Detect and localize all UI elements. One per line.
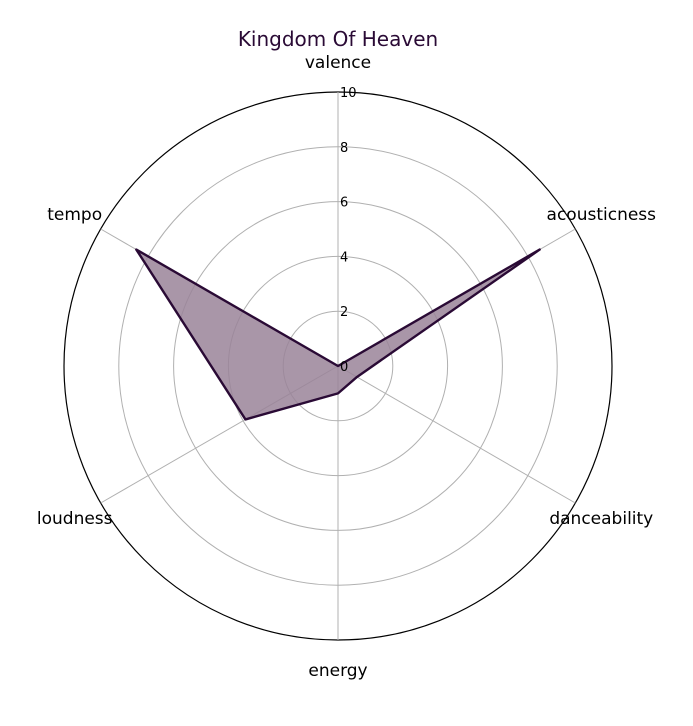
data-layer (135, 248, 541, 421)
axis-label-tempo: tempo (47, 205, 102, 225)
axis-label-acousticness: acousticness (547, 205, 657, 225)
r-tick-label: 4 (340, 250, 348, 265)
r-tick-label: 6 (340, 196, 348, 211)
series-line (135, 248, 541, 421)
spoke-danceability (337, 365, 576, 504)
r-tick-label: 10 (340, 86, 357, 101)
axis-labels: valence acousticness danceability energy lou… (37, 53, 656, 681)
r-tick-label: 0 (340, 360, 348, 375)
r-tick-label: 2 (340, 305, 348, 320)
chart-title: Kingdom Of Heaven (238, 27, 438, 51)
axis-label-loudness: loudness (37, 509, 113, 529)
series-area (136, 249, 540, 420)
r-tick-label: 8 (340, 141, 348, 156)
axis-label-danceability: danceability (549, 509, 653, 529)
axis-label-energy: energy (308, 661, 367, 681)
tick-labels: 0 2 4 6 8 10 (340, 86, 357, 375)
axis-label-valence: valence (305, 53, 371, 73)
